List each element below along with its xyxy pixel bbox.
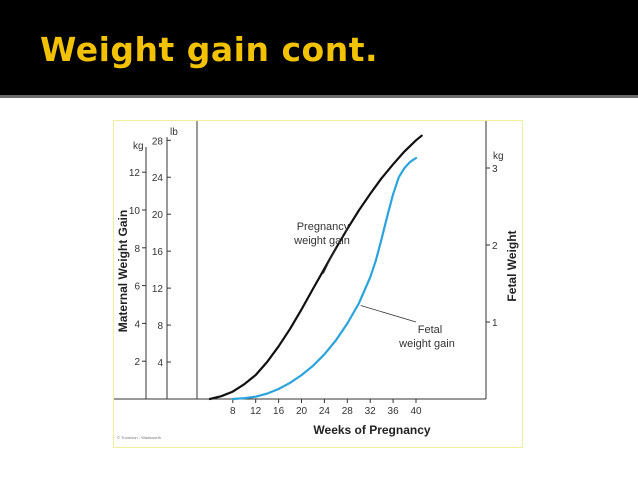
lb-tick-label: 8 (157, 321, 163, 332)
x-tick-label: 12 (250, 406, 262, 417)
lb-tick-label: 20 (152, 210, 164, 221)
chart-axes (114, 121, 487, 400)
kg-tick-label: 6 (134, 282, 140, 293)
x-tick-label: 40 (410, 406, 422, 417)
right-kg-unit-label: kg (493, 151, 504, 162)
left-kg-unit-label: kg (133, 141, 144, 152)
fetal-annotation-line-2: weight gain (398, 338, 455, 350)
right-tick-label: 3 (492, 164, 498, 175)
lb-tick-label: 28 (152, 136, 164, 147)
kg-tick-label: 2 (134, 357, 140, 368)
x-tick-label: 28 (342, 406, 354, 417)
x-axis-label: Weeks of Pregnancy (313, 423, 430, 437)
x-tick-label: 20 (296, 406, 308, 417)
x-tick-label: 16 (273, 406, 285, 417)
pregnancy-weight-gain-line (208, 134, 423, 401)
x-tick-label: 8 (230, 406, 236, 417)
right-tick-label: 1 (492, 318, 498, 329)
x-tick-label: 32 (365, 406, 377, 417)
lb-tick-label: 12 (152, 284, 164, 295)
kg-tick-label: 4 (134, 319, 140, 330)
kg-tick-label: 8 (134, 244, 140, 255)
pregnancy-annotation-line-2: weight gain (293, 235, 350, 247)
left-axis-label: Maternal Weight Gain (116, 210, 130, 332)
slide-header: Weight gain cont. (0, 0, 638, 98)
kg-tick-label: 10 (129, 206, 141, 217)
pregnancy-annotation-leader (323, 246, 337, 274)
lb-tick-label: 4 (157, 358, 163, 369)
figure-credit: © Thomson - Wadsworth (117, 435, 161, 440)
lb-tick-label: 24 (152, 173, 164, 184)
right-axis-label: Fetal Weight (505, 230, 519, 301)
chart-figure: 2 4 6 8 10 12 4 8 12 16 20 24 28 1 2 3 8 12 16 20 24 28 32 36 40… (113, 120, 523, 448)
x-tick-label: 36 (388, 406, 400, 417)
chart-annotations: Pregnancy weight gain Fetal weight gain (293, 221, 455, 350)
pregnancy-annotation-line-1: Pregnancy (297, 221, 350, 233)
fetal-weight-gain-line (231, 156, 418, 401)
slide-title: Weight gain cont. (40, 30, 379, 69)
right-tick-label: 2 (492, 241, 498, 252)
kg-tick-label: 12 (129, 168, 141, 179)
lb-tick-label: 16 (152, 247, 164, 258)
fetal-annotation-line-1: Fetal (418, 324, 442, 336)
chart-series (208, 134, 423, 401)
fetal-annotation-leader (360, 305, 417, 323)
left-lb-unit-label: lb (170, 127, 178, 138)
x-tick-label: 24 (319, 406, 331, 417)
